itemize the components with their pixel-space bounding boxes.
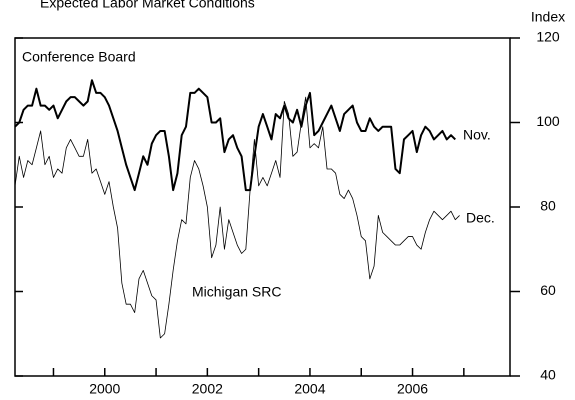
x-tick-label: 2006: [397, 381, 428, 397]
x-tick-label: 2002: [192, 381, 223, 397]
x-tick-label: 2004: [294, 381, 325, 397]
annotation: Michigan SRC: [192, 284, 281, 300]
annotation: Nov.: [463, 127, 491, 143]
annotation: Conference Board: [22, 49, 136, 65]
y-axis-label: Index: [531, 9, 565, 25]
annotation: Dec.: [466, 210, 495, 226]
y-tick-label: 60: [540, 282, 556, 298]
y-tick-label: 80: [540, 198, 556, 214]
chart-title: Expected Labor Market Conditions: [40, 0, 255, 11]
y-tick-label: 100: [536, 113, 560, 129]
y-tick-label: 40: [540, 367, 556, 383]
x-tick-label: 2000: [89, 381, 120, 397]
series-line: [14, 96, 460, 339]
y-tick-label: 120: [536, 29, 560, 45]
series-line: [14, 79, 456, 192]
